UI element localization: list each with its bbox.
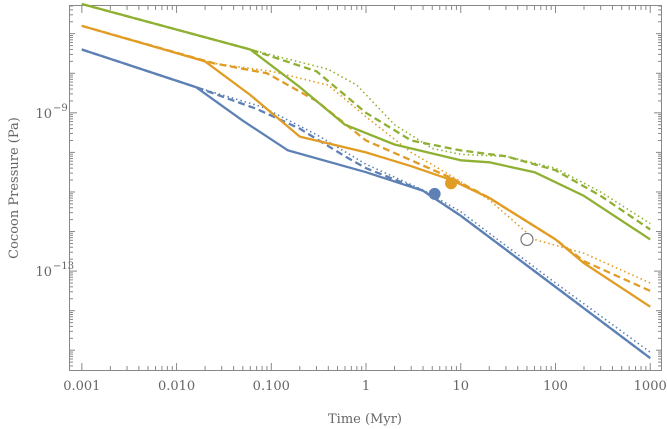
series-orange-solid	[81, 24, 651, 308]
blue-filled-marker	[428, 187, 441, 200]
series-blue-dashed	[81, 48, 651, 360]
ticks-layer	[70, 5, 661, 370]
x-tick-label: 10	[452, 379, 469, 394]
y-axis-title: Cocoon Pressure (Pa)	[7, 117, 22, 259]
x-tick-label: 1000	[634, 379, 667, 394]
y-tick-exponent: −13	[53, 261, 74, 272]
series-layer	[81, 2, 651, 360]
y-tick-label: 10	[35, 107, 52, 122]
orange-filled-marker	[445, 177, 458, 190]
series-green-dashed	[81, 2, 651, 231]
series-blue-solid	[81, 48, 651, 360]
plot-frame	[69, 5, 662, 371]
markers-layer	[428, 177, 534, 247]
x-axis-title: Time (Myr)	[328, 412, 402, 427]
series-orange-dashed	[81, 24, 651, 292]
x-tick-label: 0.001	[63, 379, 100, 394]
open-marker	[520, 232, 534, 247]
x-tick-label: 1	[362, 379, 370, 394]
y-tick-exponent: −9	[53, 103, 68, 114]
x-tick-label: 0.100	[253, 379, 290, 394]
y-tick-label: 10	[35, 265, 52, 280]
x-tick-label: 0.010	[158, 379, 195, 394]
x-tick-label: 100	[543, 379, 568, 394]
series-blue-dotted	[81, 48, 651, 353]
series-green-solid	[81, 2, 651, 241]
series-orange-dotted	[81, 25, 651, 284]
